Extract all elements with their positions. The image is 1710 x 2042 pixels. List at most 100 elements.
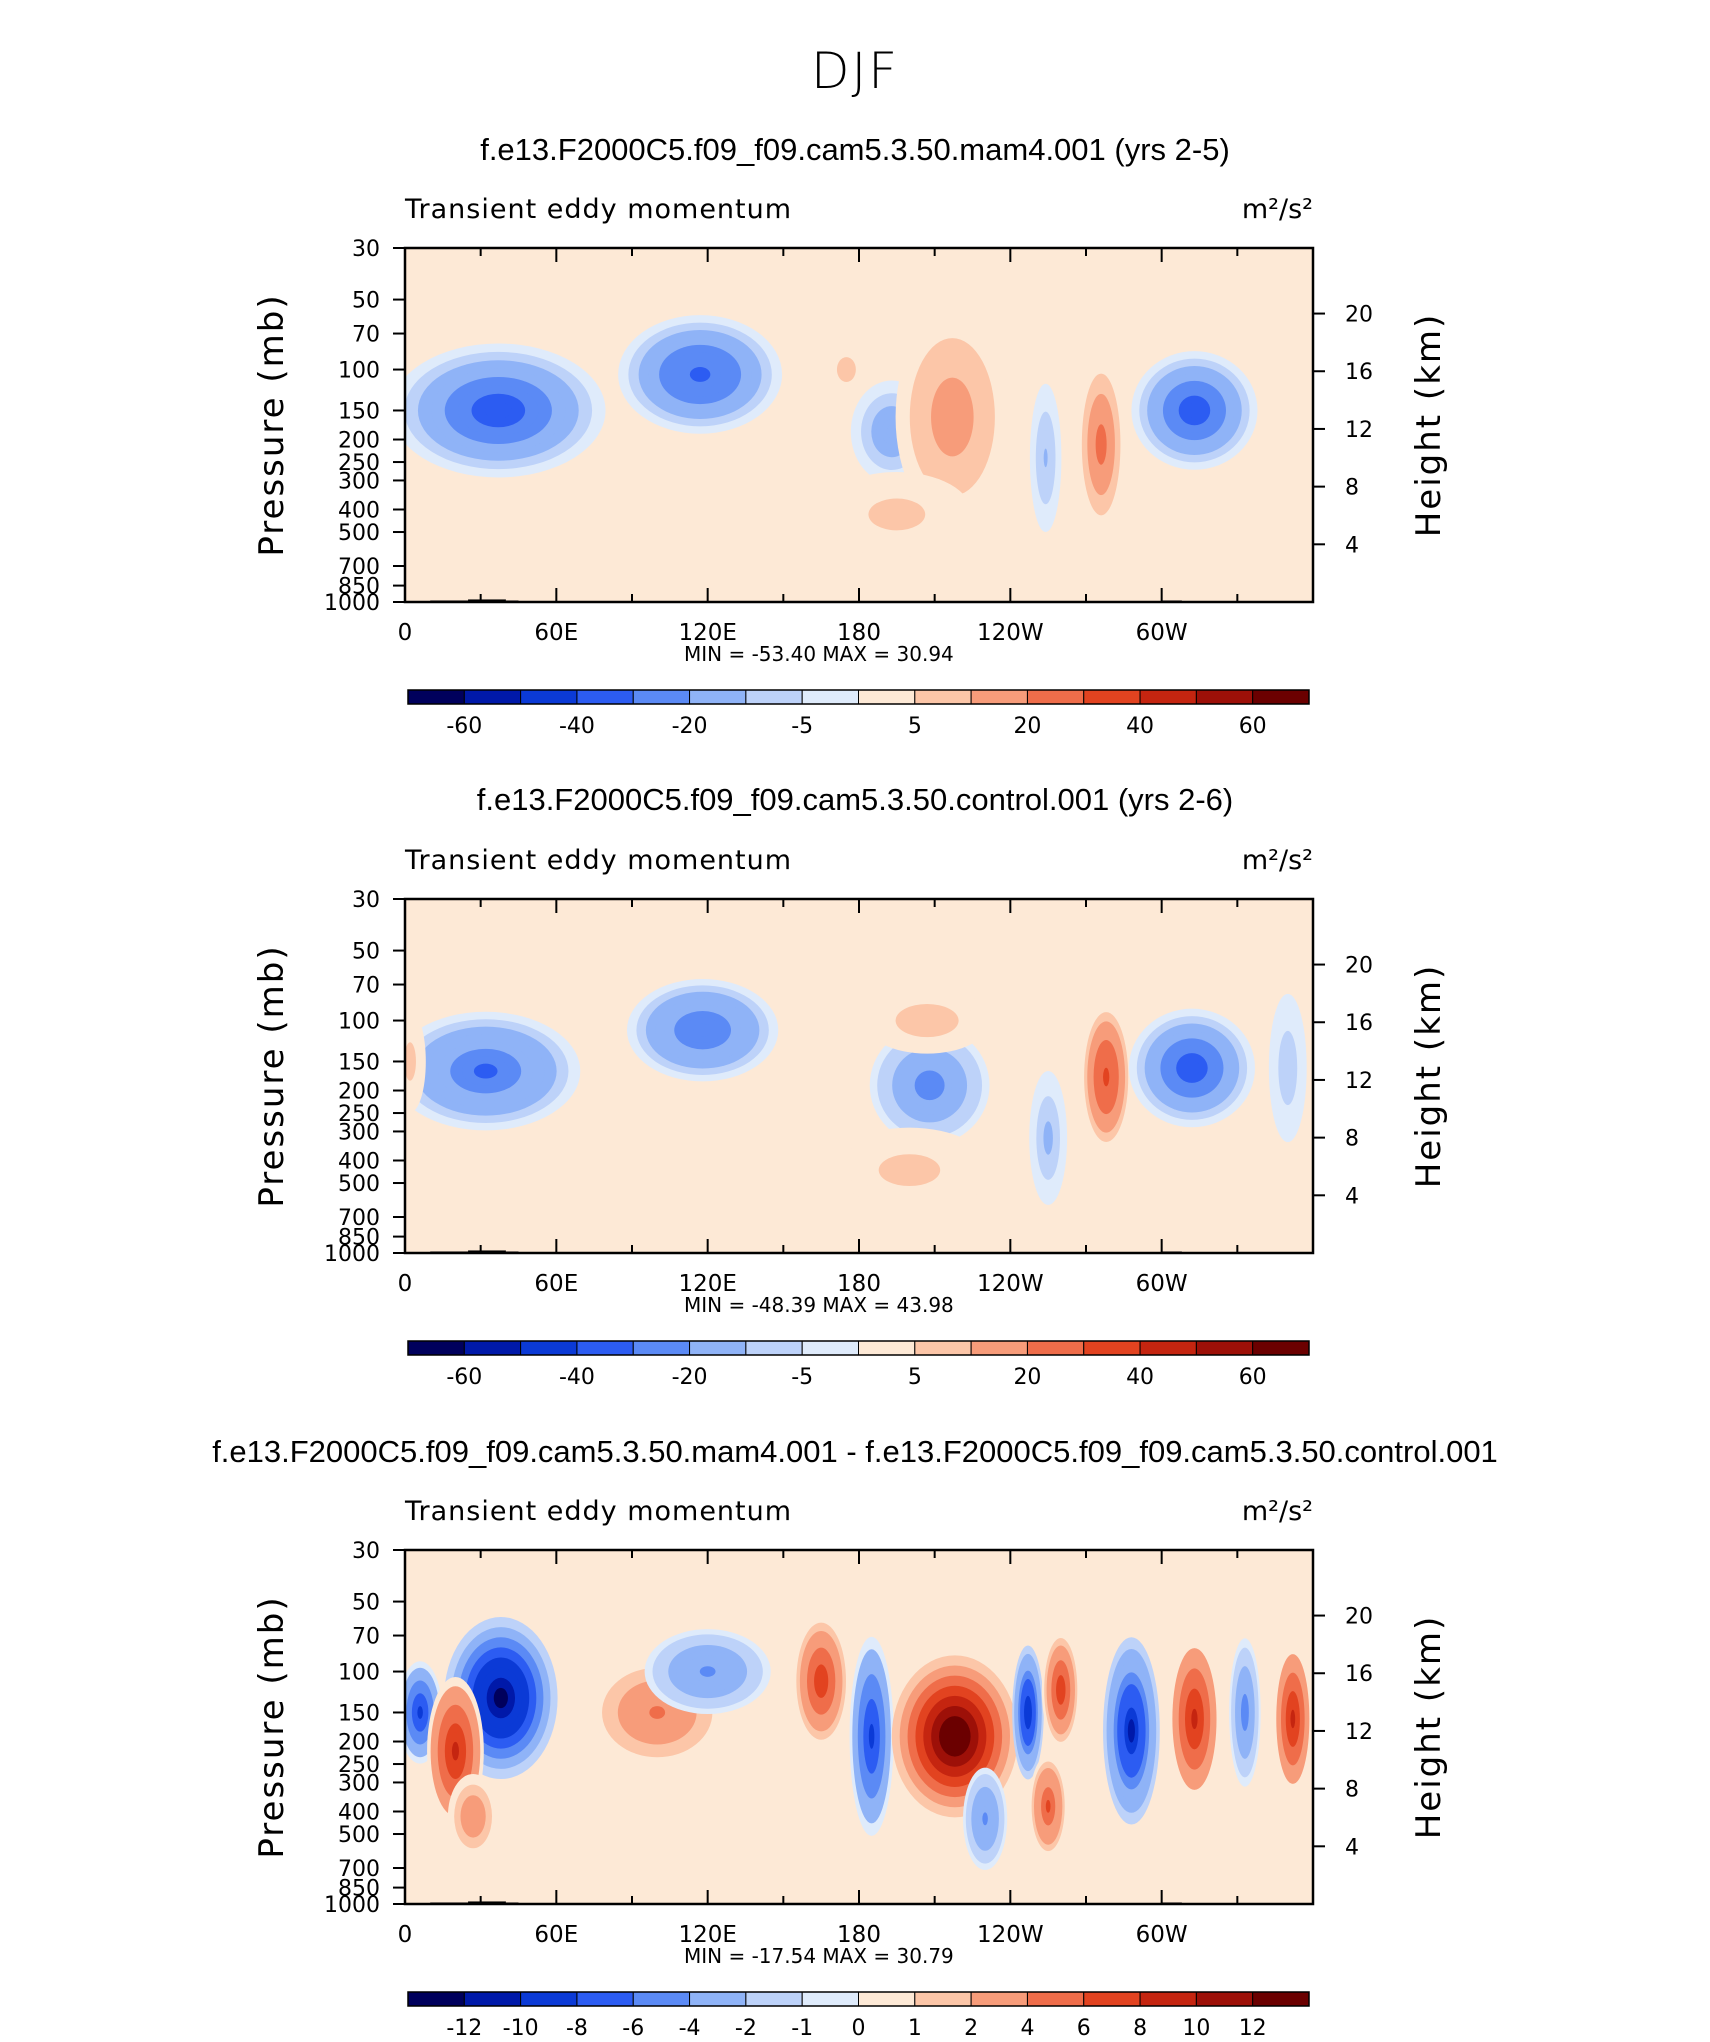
contour-region [817,1672,825,1690]
x-tick-label: 60E [534,1922,578,1948]
colorbar-label: 10 [1182,2016,1210,2038]
colorbar-label: -6 [622,2016,644,2038]
colorbar-label: -1 [791,2016,813,2038]
colorbar-swatch [858,1991,916,2007]
colorbar-swatch [576,1991,634,2007]
x-tick-label: 0 [398,1271,413,1297]
colorbar-swatch [1139,1340,1197,1356]
y-tick-label: 70 [352,1625,380,1650]
colorbar-label: -5 [791,714,813,739]
colorbar-label: 8 [1133,2016,1147,2038]
colorbar-label: -10 [503,2016,539,2038]
contour-region [1191,1708,1198,1730]
y2-tick-label: 20 [1345,303,1373,328]
y-tick-label: 300 [338,1771,380,1796]
contour-region [1290,1709,1296,1729]
x-tick-label: 120E [678,620,736,646]
colorbar-swatch [1252,1991,1310,2007]
y-tick-label: 50 [352,1591,380,1616]
colorbar-swatch [407,1991,465,2007]
colorbar-swatch [970,1340,1028,1356]
topography [468,599,506,602]
y2-axis-title: Height (km) [1409,964,1449,1189]
x-tick-label: 120W [977,620,1044,646]
contour-region [868,1723,875,1749]
colorbar-swatch [632,1340,691,1356]
y-tick-label: 250 [338,451,380,476]
colorbar-swatch [520,689,578,705]
contour-region [843,365,850,374]
x-tick-label: 60W [1136,1922,1188,1948]
y-tick-label: 500 [338,521,380,546]
colorbar-swatch [632,1991,691,2007]
y-tick-label: 700 [338,1857,380,1882]
contour-region [1058,1682,1064,1698]
contour-plot-2: Transient eddy momentum m²/s²305070100150… [252,845,1449,1390]
y2-tick-label: 4 [1345,533,1359,558]
colorbar-swatch [1195,689,1254,705]
units-label: m²/s² [1242,1496,1313,1527]
panel-2: Transient eddy momentum m²/s² 30 50 70 100 150… [0,841,1710,1401]
contour-region [1242,1703,1247,1722]
contour-field [405,1550,1313,1904]
y-axis-title: Pressure (mb) [252,293,292,556]
units-label: m²/s² [1242,194,1313,225]
colorbar-swatch [632,689,691,705]
x-tick-label: 180 [837,1922,881,1948]
y2-tick-label: 8 [1345,476,1359,501]
colorbar-swatch [407,1340,465,1356]
colorbar-swatch [407,689,465,705]
panel-1: Transient eddy momentum m²/s² 30 50 70 100 150… [0,190,1710,750]
contour-region [886,425,897,439]
topography [468,1250,506,1253]
y-tick-label: 400 [338,498,380,523]
colorbar-swatch [1252,689,1310,705]
colorbar-label: 40 [1126,1365,1154,1390]
y-tick-label: 300 [338,469,380,494]
figure-title: DJF [810,42,899,100]
contour-region [982,1812,988,1826]
colorbar-label: 60 [1239,714,1267,739]
contour-region [693,1023,713,1037]
contour-region [1043,448,1048,468]
y2-tick-label: 8 [1345,1127,1359,1152]
contour-region [699,1666,716,1677]
colorbar-label: 0 [852,2016,866,2038]
y-tick-label: 100 [338,359,380,384]
x-tick-label: 180 [837,620,881,646]
y2-axis-title: Height (km) [1409,1615,1449,1840]
y2-tick-label: 16 [1345,1662,1373,1687]
colorbar-swatch [970,689,1028,705]
contour-region [1045,1129,1051,1147]
colorbar-label: -20 [672,714,708,739]
contour-field [405,899,1313,1253]
colorbar-label: 1 [908,2016,922,2038]
colorbar-swatch [1139,689,1197,705]
colorbar-swatch [914,1991,972,2007]
contour-region [887,509,907,520]
min-max-label: MIN = -48.39 MAX = 43.98 [684,1293,954,1317]
colorbar-label: 40 [1126,714,1154,739]
y-tick-label: 1000 [324,1242,380,1267]
x-tick-label: 60E [534,620,578,646]
colorbar-label: -4 [679,2016,701,2038]
colorbar-label: 20 [1013,1365,1041,1390]
y2-tick-label: 12 [1345,1069,1373,1094]
y-tick-label: 500 [338,1172,380,1197]
contour-region [946,1726,963,1747]
contour-region [484,402,512,419]
y-tick-label: 300 [338,1120,380,1145]
colorbar-swatch [858,1340,916,1356]
y-tick-label: 1000 [324,591,380,616]
colorbar-swatch [745,689,803,705]
colorbar-label: 5 [908,714,922,739]
colorbar-swatch [745,1340,803,1356]
contour-region [469,1811,477,1822]
colorbar-swatch [689,689,747,705]
colorbar-label: 4 [1020,2016,1034,2038]
contour-region [922,1077,938,1093]
colorbar-swatch [1026,1340,1085,1356]
colorbar-swatch [801,1991,859,2007]
y2-tick-label: 20 [1345,1605,1373,1630]
contour-region [1285,1058,1291,1078]
